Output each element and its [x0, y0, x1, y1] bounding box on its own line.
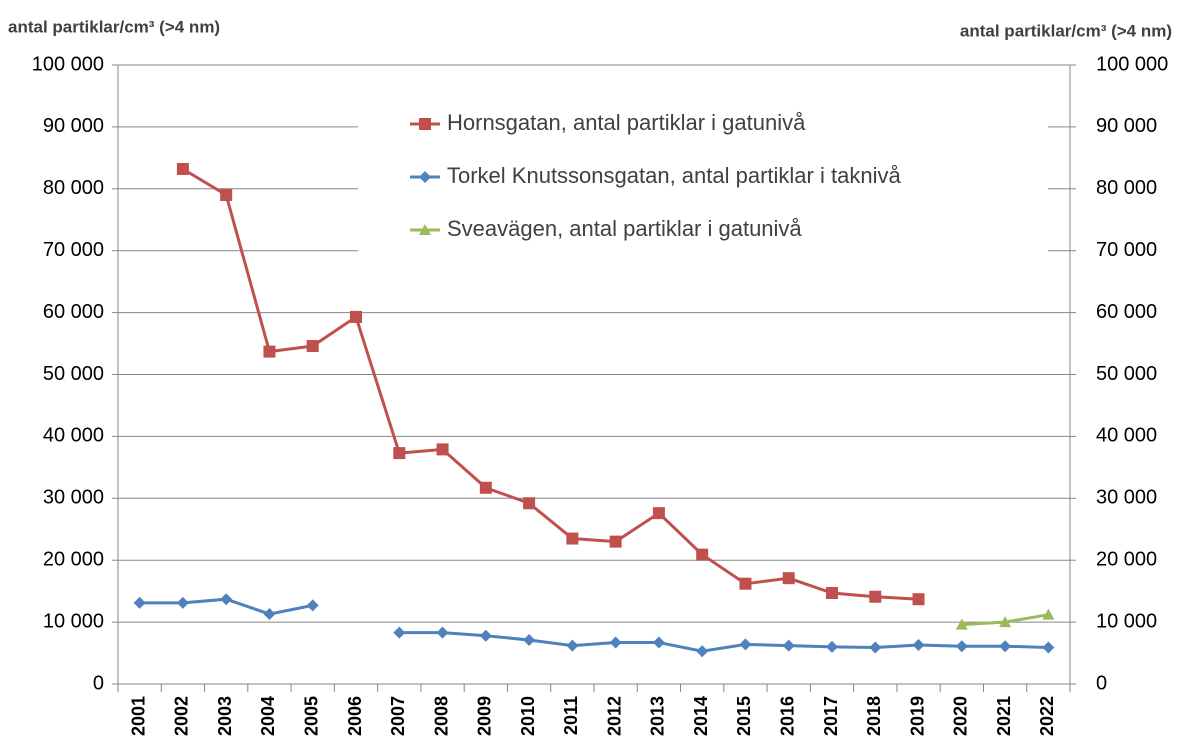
y-axis-title: antal partiklar/cm³ (>4 nm) — [8, 17, 220, 36]
y2-axis-title: antal partiklar/cm³ (>4 nm) — [960, 21, 1172, 40]
series-line — [139, 597, 1049, 653]
data-point — [1042, 641, 1055, 654]
data-point — [566, 639, 579, 652]
x-tick-label: 2003 — [215, 696, 235, 736]
x-tick-label: 2016 — [777, 696, 797, 736]
y2-tick-label: 60 000 — [1096, 301, 1157, 323]
x-tick-label: 2022 — [1037, 696, 1057, 736]
y-tick-label: 0 — [93, 672, 104, 694]
y2-tick-label: 30 000 — [1096, 487, 1157, 509]
data-point — [306, 340, 319, 353]
data-point — [652, 507, 665, 520]
legend-label: Hornsgatan, antal partiklar i gatunivå — [447, 110, 806, 135]
y-tick-label: 40 000 — [43, 425, 104, 447]
data-point — [609, 636, 622, 649]
x-tick-label: 2009 — [475, 696, 495, 736]
data-point — [220, 188, 233, 201]
data-point — [306, 599, 319, 612]
data-point — [869, 590, 882, 603]
data-point — [436, 626, 449, 639]
data-point — [912, 639, 925, 652]
y-tick-label: 10 000 — [43, 610, 104, 632]
y-tick-label: 50 000 — [43, 363, 104, 385]
data-point — [436, 443, 449, 456]
data-point — [609, 535, 622, 548]
data-point — [566, 532, 579, 545]
legend-background — [358, 100, 1048, 265]
y2-tick-label: 40 000 — [1096, 425, 1157, 447]
data-point — [479, 481, 492, 494]
x-tick-label: 2021 — [994, 696, 1014, 736]
data-point — [999, 616, 1012, 628]
legend-label: Sveavägen, antal partiklar i gatunivå — [447, 216, 802, 241]
data-point — [263, 345, 276, 358]
data-point — [955, 640, 968, 653]
x-tick-label: 2011 — [561, 696, 581, 735]
data-point — [739, 638, 752, 651]
data-point — [826, 587, 838, 600]
x-tick-label: 2019 — [907, 696, 927, 736]
y-tick-label: 30 000 — [43, 487, 104, 509]
data-point — [652, 636, 665, 649]
data-point — [176, 162, 189, 175]
data-point — [1042, 608, 1055, 620]
x-tick-label: 2017 — [821, 696, 841, 736]
legend-marker — [419, 224, 431, 235]
y-tick-label: 80 000 — [43, 177, 104, 199]
x-tick-label: 2004 — [258, 696, 278, 736]
data-point — [523, 497, 536, 510]
data-point — [696, 645, 709, 658]
data-point — [696, 548, 709, 561]
y2-tick-label: 50 000 — [1096, 363, 1157, 385]
y2-tick-label: 10 000 — [1096, 610, 1157, 632]
y-tick-label: 100 000 — [32, 53, 104, 75]
data-point — [782, 639, 795, 652]
data-point — [350, 310, 362, 323]
x-tick-label: 2001 — [128, 696, 148, 736]
data-point — [393, 447, 406, 460]
y-tick-label: 70 000 — [43, 239, 104, 261]
x-tick-label: 2014 — [691, 696, 711, 736]
x-tick-label: 2008 — [431, 696, 451, 736]
data-point — [393, 626, 406, 639]
data-point — [523, 634, 536, 647]
data-point — [176, 596, 189, 609]
legend-marker — [419, 171, 431, 183]
x-tick-label: 2005 — [301, 696, 321, 736]
data-point — [912, 593, 925, 606]
y2-tick-label: 100 000 — [1096, 53, 1168, 75]
series-line — [182, 167, 919, 601]
data-point — [869, 641, 882, 654]
data-point — [220, 593, 233, 606]
y2-tick-label: 70 000 — [1096, 239, 1157, 261]
data-point — [739, 577, 752, 590]
y2-tick-label: 20 000 — [1096, 548, 1157, 570]
x-tick-label: 2012 — [604, 696, 624, 736]
x-tick-label: 2018 — [864, 696, 884, 736]
y-tick-label: 90 000 — [43, 115, 104, 137]
x-tick-label: 2006 — [345, 696, 365, 736]
data-point — [999, 640, 1012, 653]
x-tick-label: 2007 — [388, 696, 408, 736]
data-point — [955, 618, 968, 630]
legend-marker — [419, 118, 431, 130]
legend-label: Torkel Knutssonsgatan, antal partiklar i… — [447, 163, 901, 188]
y2-tick-label: 90 000 — [1096, 115, 1157, 137]
data-point — [133, 596, 146, 609]
x-tick-label: 2002 — [172, 696, 192, 736]
x-tick-label: 2015 — [734, 696, 754, 736]
x-tick-label: 2010 — [518, 696, 538, 736]
data-point — [479, 629, 492, 642]
y2-tick-label: 0 — [1096, 672, 1107, 694]
y-tick-label: 20 000 — [43, 548, 104, 570]
data-point — [263, 608, 276, 621]
y2-tick-label: 80 000 — [1096, 177, 1157, 199]
data-point — [826, 640, 838, 653]
x-tick-label: 2020 — [951, 696, 971, 736]
data-point — [782, 572, 795, 585]
y-tick-label: 60 000 — [43, 301, 104, 323]
x-tick-label: 2013 — [648, 696, 668, 736]
